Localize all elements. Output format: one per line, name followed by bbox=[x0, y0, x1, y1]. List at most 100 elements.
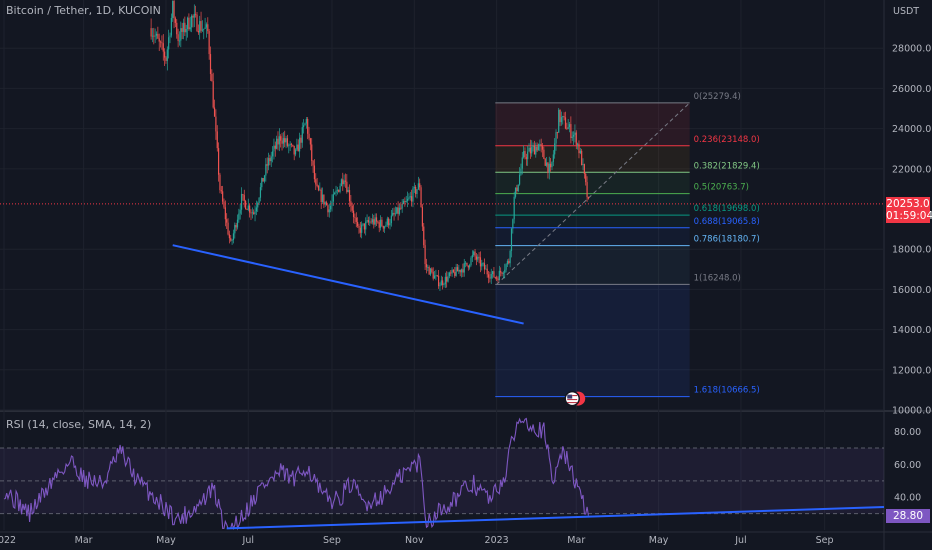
rsi-tick-label: 80.00 bbox=[894, 427, 921, 438]
candle-body bbox=[238, 213, 240, 220]
candle-body bbox=[510, 228, 513, 251]
price-tag: 20253.0 01:59:04 bbox=[886, 196, 932, 223]
candle-body bbox=[456, 267, 459, 272]
candle-body bbox=[447, 276, 449, 282]
price-tick-label: 14000.0 bbox=[892, 325, 931, 336]
candle-body bbox=[470, 257, 472, 266]
candle-body bbox=[200, 21, 202, 31]
candle-body bbox=[354, 217, 356, 218]
candle-body bbox=[280, 136, 282, 141]
candle-body bbox=[539, 144, 541, 146]
candle-body bbox=[419, 183, 421, 188]
candle-body bbox=[335, 190, 337, 193]
candle-body bbox=[293, 145, 295, 155]
candle-body bbox=[450, 272, 452, 274]
candle-body bbox=[250, 212, 252, 214]
support-trendline[interactable] bbox=[172, 244, 524, 325]
candle-body bbox=[489, 277, 491, 279]
candle-body bbox=[350, 201, 352, 206]
candle-body bbox=[463, 263, 465, 273]
candle-body bbox=[193, 13, 195, 18]
candle-body bbox=[205, 24, 208, 28]
candle-body bbox=[259, 187, 262, 198]
candle-body bbox=[203, 28, 205, 30]
candle-body bbox=[514, 187, 517, 197]
candle-body bbox=[339, 185, 341, 192]
candle-body bbox=[525, 157, 527, 160]
candle-body bbox=[460, 269, 463, 273]
candle-body bbox=[236, 219, 239, 228]
candle-body bbox=[234, 225, 236, 234]
candle-body bbox=[312, 160, 314, 166]
candle-body bbox=[321, 194, 324, 203]
candle-body bbox=[189, 27, 191, 30]
candle-body bbox=[177, 34, 179, 41]
candle-body bbox=[227, 222, 229, 235]
candle-body bbox=[432, 271, 434, 279]
candle-body bbox=[481, 263, 483, 267]
candle-body bbox=[208, 31, 210, 55]
candle-body bbox=[504, 269, 506, 273]
candle-body bbox=[490, 274, 492, 279]
candle-body bbox=[166, 49, 168, 61]
candle-body bbox=[336, 189, 338, 191]
time-tick-label: Jul bbox=[242, 535, 254, 546]
candle-body bbox=[307, 118, 309, 134]
price-tick-label: 26000.0 bbox=[892, 84, 931, 95]
candle-body bbox=[184, 22, 186, 33]
candle-body bbox=[357, 221, 359, 226]
candle-body bbox=[443, 284, 445, 286]
price-tick-label: 24000.0 bbox=[892, 124, 931, 135]
candle-body bbox=[343, 180, 345, 185]
fib-level-label: 0.5(20763.7) bbox=[694, 183, 749, 193]
price-trendline[interactable] bbox=[172, 244, 524, 325]
candle-body bbox=[466, 262, 468, 266]
candle-body bbox=[524, 151, 526, 158]
candle-body bbox=[254, 211, 256, 215]
candle-body bbox=[555, 132, 557, 144]
candle-body bbox=[230, 238, 232, 241]
candle-body bbox=[581, 150, 583, 166]
candle-body bbox=[325, 202, 328, 206]
candle-body bbox=[294, 149, 297, 155]
candle-body bbox=[562, 116, 564, 118]
rsi-value-tag: 28.80 bbox=[886, 508, 930, 523]
candle-body bbox=[554, 143, 556, 155]
price-tick-label: 18000.0 bbox=[892, 245, 931, 256]
candle-body bbox=[384, 226, 386, 229]
candle-body bbox=[361, 224, 363, 233]
candle-body bbox=[448, 272, 450, 277]
candle-body bbox=[330, 205, 332, 210]
flag-icon[interactable] bbox=[564, 390, 586, 407]
candle-body bbox=[186, 17, 189, 29]
candle-body bbox=[566, 128, 568, 130]
candle-body bbox=[563, 116, 565, 118]
candle-body bbox=[469, 265, 471, 268]
candle-body bbox=[265, 164, 267, 176]
time-tick-label: May bbox=[649, 535, 669, 546]
fibonacci-retracement[interactable]: 0(25279.4) 0.236(23148.0) 0.382(21829.4) 0.… bbox=[495, 92, 760, 398]
candle-body bbox=[373, 219, 375, 225]
candle-body bbox=[385, 224, 387, 227]
candle-body bbox=[417, 183, 419, 190]
candle-body bbox=[415, 186, 417, 195]
candle-body bbox=[159, 41, 162, 43]
time-tick-label: May bbox=[156, 535, 176, 546]
time-tick-label: Mar bbox=[75, 535, 93, 546]
candle-body bbox=[220, 190, 222, 192]
candle-body bbox=[352, 210, 355, 218]
candle-body bbox=[255, 207, 257, 212]
candle-body bbox=[204, 27, 206, 29]
candle-body bbox=[197, 31, 199, 33]
candle-body bbox=[363, 223, 365, 230]
fib-zone bbox=[495, 227, 690, 246]
rsi-trendline[interactable] bbox=[226, 506, 885, 530]
candle-body bbox=[545, 162, 548, 166]
candle-body bbox=[505, 264, 507, 270]
candle-body bbox=[533, 145, 536, 155]
candle-body bbox=[429, 268, 432, 275]
candle-body bbox=[520, 168, 522, 175]
candle-body bbox=[158, 38, 160, 42]
